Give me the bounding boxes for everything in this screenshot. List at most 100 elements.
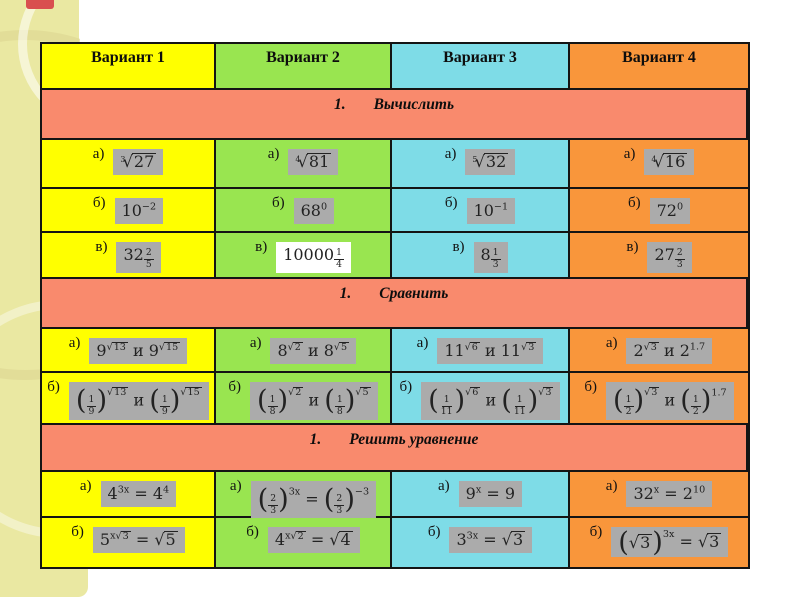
problem-label: б) bbox=[246, 524, 259, 540]
formula-box: 11√6 и 11√3 bbox=[437, 338, 544, 364]
variant-2-title: Вариант 2 bbox=[266, 49, 340, 66]
problem-cell: а) 5√32 bbox=[392, 140, 570, 189]
formula-box: 4√16 bbox=[644, 149, 695, 175]
formula-box: (1 2) √3 и (1 2) 1.7 bbox=[606, 382, 734, 420]
problem-label: а) bbox=[605, 335, 618, 351]
formula-box: 9x = 9 bbox=[458, 481, 523, 507]
formula-box: 720 bbox=[649, 198, 691, 224]
problem-cell: б) 33x = √3 bbox=[392, 518, 570, 567]
formula-box: (1 9) √13 и (1 9) √15 bbox=[68, 382, 209, 420]
formula-box: 43x = 44 bbox=[100, 481, 177, 507]
variant-3-title: Вариант 3 bbox=[443, 49, 517, 66]
problem-cell: б) (1 8) √2 и (1 8) √5 bbox=[216, 373, 392, 425]
section-number: 1. bbox=[333, 96, 346, 113]
problem-cell: б) (√3) 3x = √3 bbox=[570, 518, 748, 567]
problem-label: а) bbox=[229, 478, 242, 494]
section-number: 1. bbox=[309, 431, 322, 448]
problem-label: а) bbox=[92, 146, 105, 162]
problem-label: а) bbox=[79, 478, 92, 494]
formula-box: 4x√2 = √4 bbox=[267, 527, 360, 553]
problem-cell: б) 10−2 bbox=[42, 189, 216, 233]
formula-box: 5x√3 = √5 bbox=[92, 527, 185, 553]
problem-label: а) bbox=[249, 335, 262, 351]
variant-1-title: Вариант 1 bbox=[91, 49, 165, 66]
problem-label: а) bbox=[623, 146, 636, 162]
problem-label: б) bbox=[228, 379, 242, 395]
problem-cell: б) (1 9) √13 и (1 9) √15 bbox=[42, 373, 216, 425]
problem-cell: в) 27 2 3 bbox=[570, 233, 748, 279]
problem-label: а) bbox=[605, 478, 618, 494]
problem-label: в) bbox=[255, 239, 268, 255]
problem-cell: б) 720 bbox=[570, 189, 748, 233]
problem-cell: б) 4x√2 = √4 bbox=[216, 518, 392, 567]
problem-cell: а) 11√6 и 11√3 bbox=[392, 329, 570, 373]
formula-box: 33x = √3 bbox=[449, 527, 533, 553]
problem-label: а) bbox=[267, 146, 280, 162]
section-header-solve: 1. Решить уравнение bbox=[42, 425, 748, 472]
variant-1-header: Вариант 1 bbox=[42, 44, 216, 90]
variant-4-header: Вариант 4 bbox=[570, 44, 748, 90]
problem-cell: а) 43x = 44 bbox=[42, 472, 216, 518]
problem-cell: б) 10−1 bbox=[392, 189, 570, 233]
formula-box: 3√27 bbox=[113, 149, 164, 175]
problem-cell: в) 32 2 5 bbox=[42, 233, 216, 279]
problem-label: в) bbox=[626, 239, 639, 255]
left-stripe-bottom bbox=[0, 569, 88, 597]
variant-3-header: Вариант 3 bbox=[392, 44, 570, 90]
formula-box: 32x = 210 bbox=[626, 481, 713, 507]
problem-cell: б) 680 bbox=[216, 189, 392, 233]
problem-label: б) bbox=[427, 524, 441, 540]
problem-label: а) bbox=[68, 335, 81, 351]
red-ribbon-decoration bbox=[26, 0, 54, 9]
problem-cell: а) 4√16 bbox=[570, 140, 748, 189]
problem-label: б) bbox=[271, 195, 285, 211]
problem-cell: а) 9x = 9 bbox=[392, 472, 570, 518]
problem-cell: а) 3√27 bbox=[42, 140, 216, 189]
problem-label: в) bbox=[95, 239, 108, 255]
formula-box: (1 11) √6 и (1 11) √3 bbox=[421, 382, 561, 420]
formula-box: 2√3 и 21.7 bbox=[626, 338, 713, 364]
formula-box: 8√2 и 8√5 bbox=[270, 338, 357, 364]
problem-label: а) bbox=[444, 146, 457, 162]
problem-cell: б) 5x√3 = √5 bbox=[42, 518, 216, 567]
formula-box: 9√13 и 9√15 bbox=[89, 338, 188, 364]
problem-cell: а) 32x = 210 bbox=[570, 472, 748, 518]
formula-box: (√3) 3x = √3 bbox=[611, 527, 729, 558]
problem-cell: б) (1 11) √6 и (1 11) √3 bbox=[392, 373, 570, 425]
problem-cell: а) 8√2 и 8√5 bbox=[216, 329, 392, 373]
problem-label: б) bbox=[627, 195, 641, 211]
section-title: Решить уравнение bbox=[349, 431, 479, 448]
problem-cell: а) 9√13 и 9√15 bbox=[42, 329, 216, 373]
formula-box: 5√32 bbox=[465, 149, 516, 175]
formula-box: (2 3) 3x = (2 3) −3 bbox=[250, 481, 377, 519]
problem-label: б) bbox=[71, 524, 84, 540]
problem-label: б) bbox=[584, 379, 598, 395]
problem-label: б) bbox=[444, 195, 458, 211]
section-title: Сравнить bbox=[379, 285, 449, 302]
problem-label: в) bbox=[452, 239, 465, 255]
problem-label: б) bbox=[589, 524, 603, 540]
formula-box: 10−2 bbox=[114, 198, 164, 224]
problem-cell: в) 10000 1 4 bbox=[216, 233, 392, 279]
worksheet-table: Вариант 1 Вариант 2 Вариант 3 Вариант 4 … bbox=[40, 42, 750, 569]
formula-box: 32 2 5 bbox=[116, 242, 161, 273]
section-header-compare: 1. Сравнить bbox=[42, 279, 748, 329]
problem-cell: б) (1 2) √3 и (1 2) 1.7 bbox=[570, 373, 748, 425]
formula-box: 680 bbox=[293, 198, 335, 224]
formula-box: 27 2 3 bbox=[647, 242, 692, 273]
section-number: 1. bbox=[339, 285, 352, 302]
variant-2-header: Вариант 2 bbox=[216, 44, 392, 90]
problem-label: а) bbox=[437, 478, 450, 494]
section-title: Вычислить bbox=[373, 96, 455, 113]
variant-4-title: Вариант 4 bbox=[622, 49, 696, 66]
problem-label: а) bbox=[416, 335, 429, 351]
problem-cell: а) 4√81 bbox=[216, 140, 392, 189]
section-header-calculate: 1. Вычислить bbox=[42, 90, 748, 140]
problem-cell: а) 2√3 и 21.7 bbox=[570, 329, 748, 373]
formula-box: 4√81 bbox=[288, 149, 339, 175]
problem-label: б) bbox=[47, 379, 60, 395]
formula-box: (1 8) √2 и (1 8) √5 bbox=[250, 382, 378, 420]
formula-box: 10000 1 4 bbox=[276, 242, 351, 273]
